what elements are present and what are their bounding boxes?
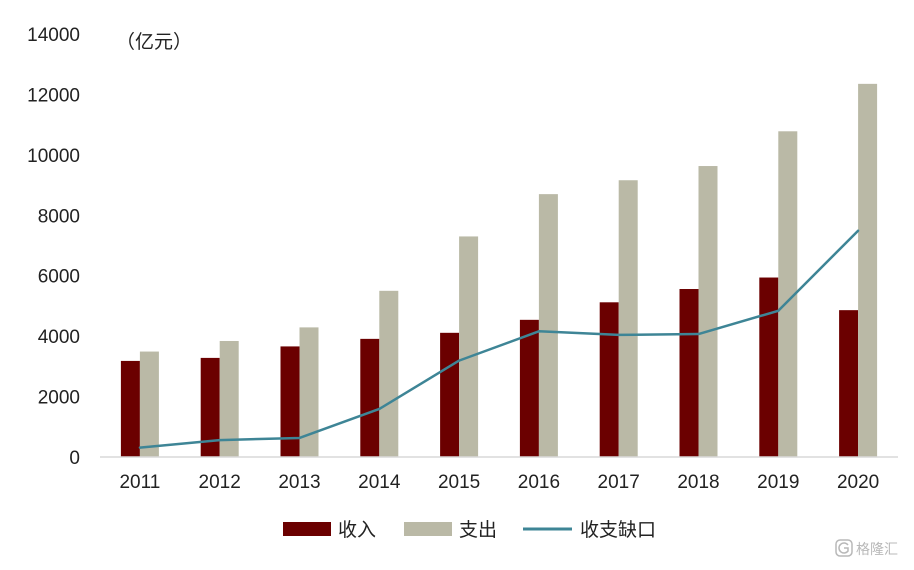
bar-income <box>599 302 619 457</box>
bar-expense <box>299 327 319 457</box>
y-tick-label: 2000 <box>38 388 80 409</box>
bar-income <box>839 310 859 457</box>
gap-line-point <box>138 446 142 449</box>
bar-expense <box>379 290 399 457</box>
legend-swatch-income <box>283 522 331 536</box>
gap-line-point <box>856 229 860 232</box>
x-tick-label: 2014 <box>358 472 401 493</box>
gap-line-point <box>298 436 301 440</box>
y-tick-label: 4000 <box>38 327 80 348</box>
gelonghui-logo-icon <box>835 539 853 557</box>
x-tick-label: 2015 <box>438 472 480 493</box>
bar-income <box>120 360 140 457</box>
bar-income <box>759 277 779 457</box>
x-tick-label: 2011 <box>119 472 160 493</box>
x-tick-label: 2020 <box>837 472 879 493</box>
bar-income <box>280 346 300 457</box>
x-tick-label: 2017 <box>598 472 640 493</box>
bar-expense <box>618 180 638 458</box>
unit-label: （亿元） <box>116 31 192 53</box>
x-tick-label: 2012 <box>199 472 241 493</box>
x-tick-label: 2013 <box>278 472 320 493</box>
legend-label-income: 收入 <box>338 519 376 541</box>
x-axis-ticks: 2011 2012 2013 2014 2015 2016 2017 2018 2019 2020 <box>119 472 879 493</box>
bar-income <box>519 319 539 457</box>
legend-swatch-expense <box>404 522 452 536</box>
x-tick-label: 2019 <box>757 472 799 493</box>
x-tick-label: 2016 <box>518 472 560 493</box>
bar-expense <box>538 194 558 457</box>
watermark-text: 格隆汇 <box>856 542 898 558</box>
gap-line-point <box>457 359 461 362</box>
x-tick-label: 2018 <box>677 472 719 493</box>
bar-income <box>200 357 220 457</box>
y-tick-label: 10000 <box>27 146 80 167</box>
gap-line-point <box>617 333 620 337</box>
bar-expense <box>219 340 239 457</box>
bar-expense <box>459 236 479 457</box>
gap-line-layer <box>138 229 860 449</box>
bar-income <box>679 289 699 457</box>
bar-expense <box>778 131 798 458</box>
bars <box>120 83 878 458</box>
gap-line-point <box>537 330 541 333</box>
legend-label-gap: 收支缺口 <box>580 519 656 541</box>
legend: 收入 支出 收支缺口 <box>283 519 656 541</box>
legend-label-expense: 支出 <box>459 519 497 541</box>
gap-line-point <box>378 407 381 411</box>
bar-expense <box>858 83 878 457</box>
bar-income <box>360 338 380 457</box>
bar-expense <box>139 351 159 457</box>
y-tick-label: 6000 <box>38 267 80 288</box>
y-tick-label: 12000 <box>27 85 80 106</box>
gap-line-point <box>697 332 700 336</box>
watermark: 格隆汇 <box>835 539 898 558</box>
gap-line-point <box>218 438 221 442</box>
bar-income <box>440 332 460 457</box>
y-tick-label: 0 <box>69 448 80 469</box>
y-axis-ticks: 0 2000 4000 6000 8000 10000 12000 14000 <box>27 25 80 469</box>
bar-expense <box>698 166 718 457</box>
y-tick-label: 14000 <box>27 25 80 46</box>
y-tick-label: 8000 <box>38 206 80 227</box>
gap-line <box>139 229 859 449</box>
gap-line-point <box>777 309 780 312</box>
